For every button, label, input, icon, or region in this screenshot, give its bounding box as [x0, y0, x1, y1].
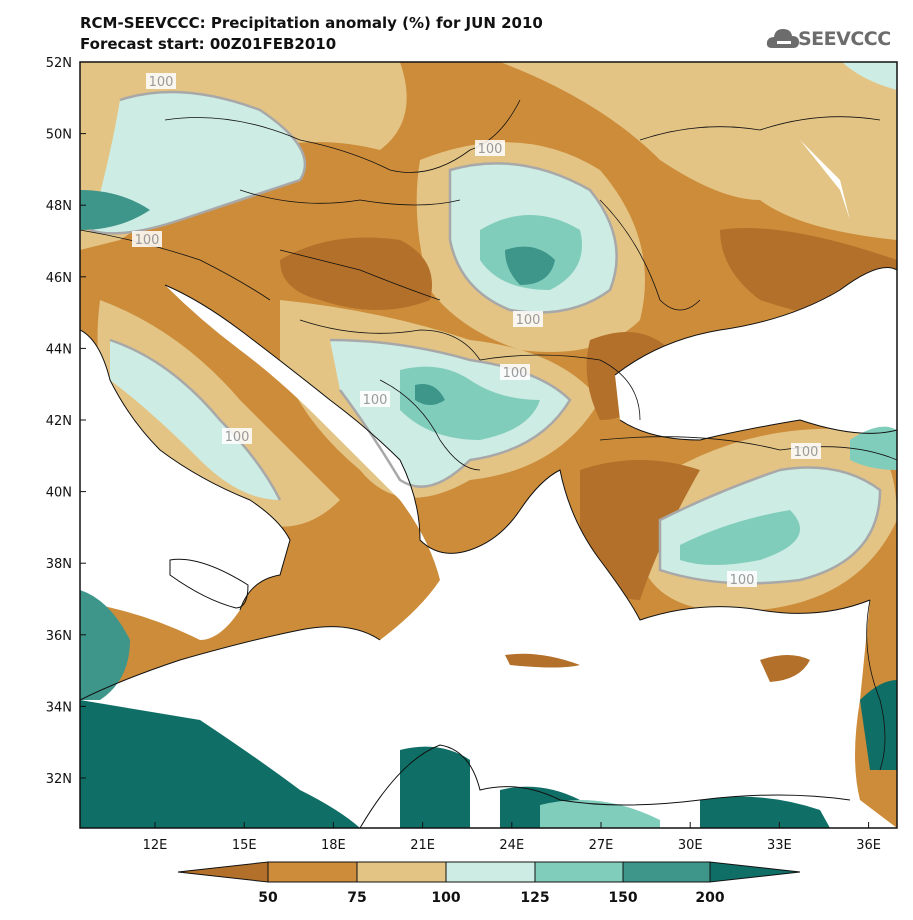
contour-100-lines	[89, 90, 882, 585]
map-frame	[79, 61, 898, 829]
lat-tick-label: 44N	[46, 342, 72, 357]
black-sea	[615, 267, 897, 440]
lat-tick-label: 50N	[46, 128, 72, 143]
lat-tick-label: 32N	[46, 772, 72, 787]
wettest-core-carpathians	[505, 246, 555, 285]
logo-text: SEEVCCC	[798, 28, 891, 50]
colorbar-label: 75	[347, 890, 366, 906]
mediterranean-sea	[80, 285, 897, 828]
wet-core-anatolia	[680, 510, 800, 565]
colorbar-segment	[445, 861, 536, 883]
map-field	[80, 62, 897, 828]
colorbar-label: 150	[608, 890, 637, 906]
dry-patch-aegean-coast	[580, 460, 700, 600]
lon-tick-label: 36E	[856, 838, 881, 853]
field-italy-band	[97, 300, 340, 527]
wet-core-balkans	[400, 366, 540, 440]
colorbar-segment	[622, 861, 711, 883]
contour-label-bg	[500, 364, 530, 380]
contour-label-bg	[513, 311, 543, 327]
forecast-start-subtitle: Forecast start: 00Z01FEB2010	[80, 35, 337, 53]
contour-label-bg	[791, 443, 821, 459]
lon-tick-label: 18E	[321, 838, 346, 853]
contour-label-100: 100	[149, 75, 174, 90]
contour-label-100: 100	[730, 573, 755, 588]
lat-tick-label: 42N	[46, 414, 72, 429]
contour-labels: 100 100 100 100 100 100 100 100 100	[132, 73, 821, 588]
lon-tick-label: 33E	[767, 838, 792, 853]
wet-italy	[110, 340, 280, 500]
wet-egypt-coast	[540, 800, 660, 828]
cyprus-island	[760, 655, 810, 682]
wet-tunisia	[80, 590, 130, 700]
field-north-band	[80, 62, 897, 240]
colorbar-segment	[267, 861, 358, 883]
wet-levant	[860, 680, 897, 770]
contour-label-100: 100	[363, 393, 388, 408]
sea-of-azov	[800, 140, 850, 220]
colorbar-segment	[356, 861, 447, 883]
lat-tick-label: 34N	[46, 700, 72, 715]
wet-libya-central	[400, 746, 470, 828]
wet-east-anatolia	[850, 426, 897, 470]
contour-label-100: 100	[794, 445, 819, 460]
lon-tick-label: 12E	[143, 838, 168, 853]
lon-tick-label: 15E	[232, 838, 257, 853]
wettest-core-balkans	[415, 384, 445, 405]
wet-northeast-corner	[842, 62, 897, 90]
colorbar-label: 50	[258, 890, 278, 906]
colorbar: 50 75 100 125 150 200	[177, 861, 801, 906]
lat-tick-label: 40N	[46, 486, 72, 501]
lat-tick-label: 36N	[46, 629, 72, 644]
wet-core-alps	[80, 190, 150, 230]
colorbar-low-triangle	[177, 861, 269, 883]
contour-label-100: 100	[225, 430, 250, 445]
contour-label-bg	[146, 73, 176, 89]
lon-tick-label: 21E	[410, 838, 435, 853]
lat-tick-label: 38N	[46, 557, 72, 572]
map-title: RCM-SEEVCCC: Precipitation anomaly (%) f…	[80, 14, 543, 32]
lat-tick-label: 46N	[46, 271, 72, 286]
lon-tick-label: 30E	[678, 838, 703, 853]
seevccc-logo: SEEVCCC	[766, 22, 906, 56]
contour-label-bg	[132, 231, 162, 247]
wet-alps	[90, 92, 305, 234]
colorbar-label: 125	[520, 890, 549, 906]
crete-island	[505, 653, 580, 668]
coastlines	[80, 267, 897, 828]
wet-libya-west	[80, 700, 360, 828]
contour-label-100: 100	[135, 233, 160, 248]
contour-label-100: 100	[503, 366, 528, 381]
latitude-axis: 52N 50N 48N 46N 44N 42N 40N 38N 36N 34N 32N	[46, 56, 86, 787]
lon-tick-label: 24E	[499, 838, 524, 853]
dry-patch-pannonia	[280, 237, 432, 310]
contour-label-bg	[727, 571, 757, 587]
contour-label-100: 100	[478, 142, 503, 157]
lat-tick-label: 52N	[46, 56, 72, 71]
colorbar-label: 200	[695, 890, 724, 906]
sicily-outline	[169, 558, 249, 609]
contour-label-bg	[222, 428, 252, 444]
lat-tick-label: 48N	[46, 199, 72, 214]
colorbar-high-triangle	[709, 861, 801, 883]
contour-label-100: 100	[516, 313, 541, 328]
cloud-icon	[766, 29, 799, 48]
tyrrhenian-sea	[80, 330, 290, 640]
longitude-axis: 12E 15E 18E 21E 24E 27E 30E 33E 36E	[143, 822, 881, 853]
colorbar-segment	[534, 861, 624, 883]
contour-label-bg	[475, 140, 505, 156]
wet-nile-delta	[700, 796, 830, 828]
lon-tick-label: 27E	[589, 838, 614, 853]
contour-label-bg	[360, 391, 390, 407]
colorbar-label: 100	[431, 890, 460, 906]
